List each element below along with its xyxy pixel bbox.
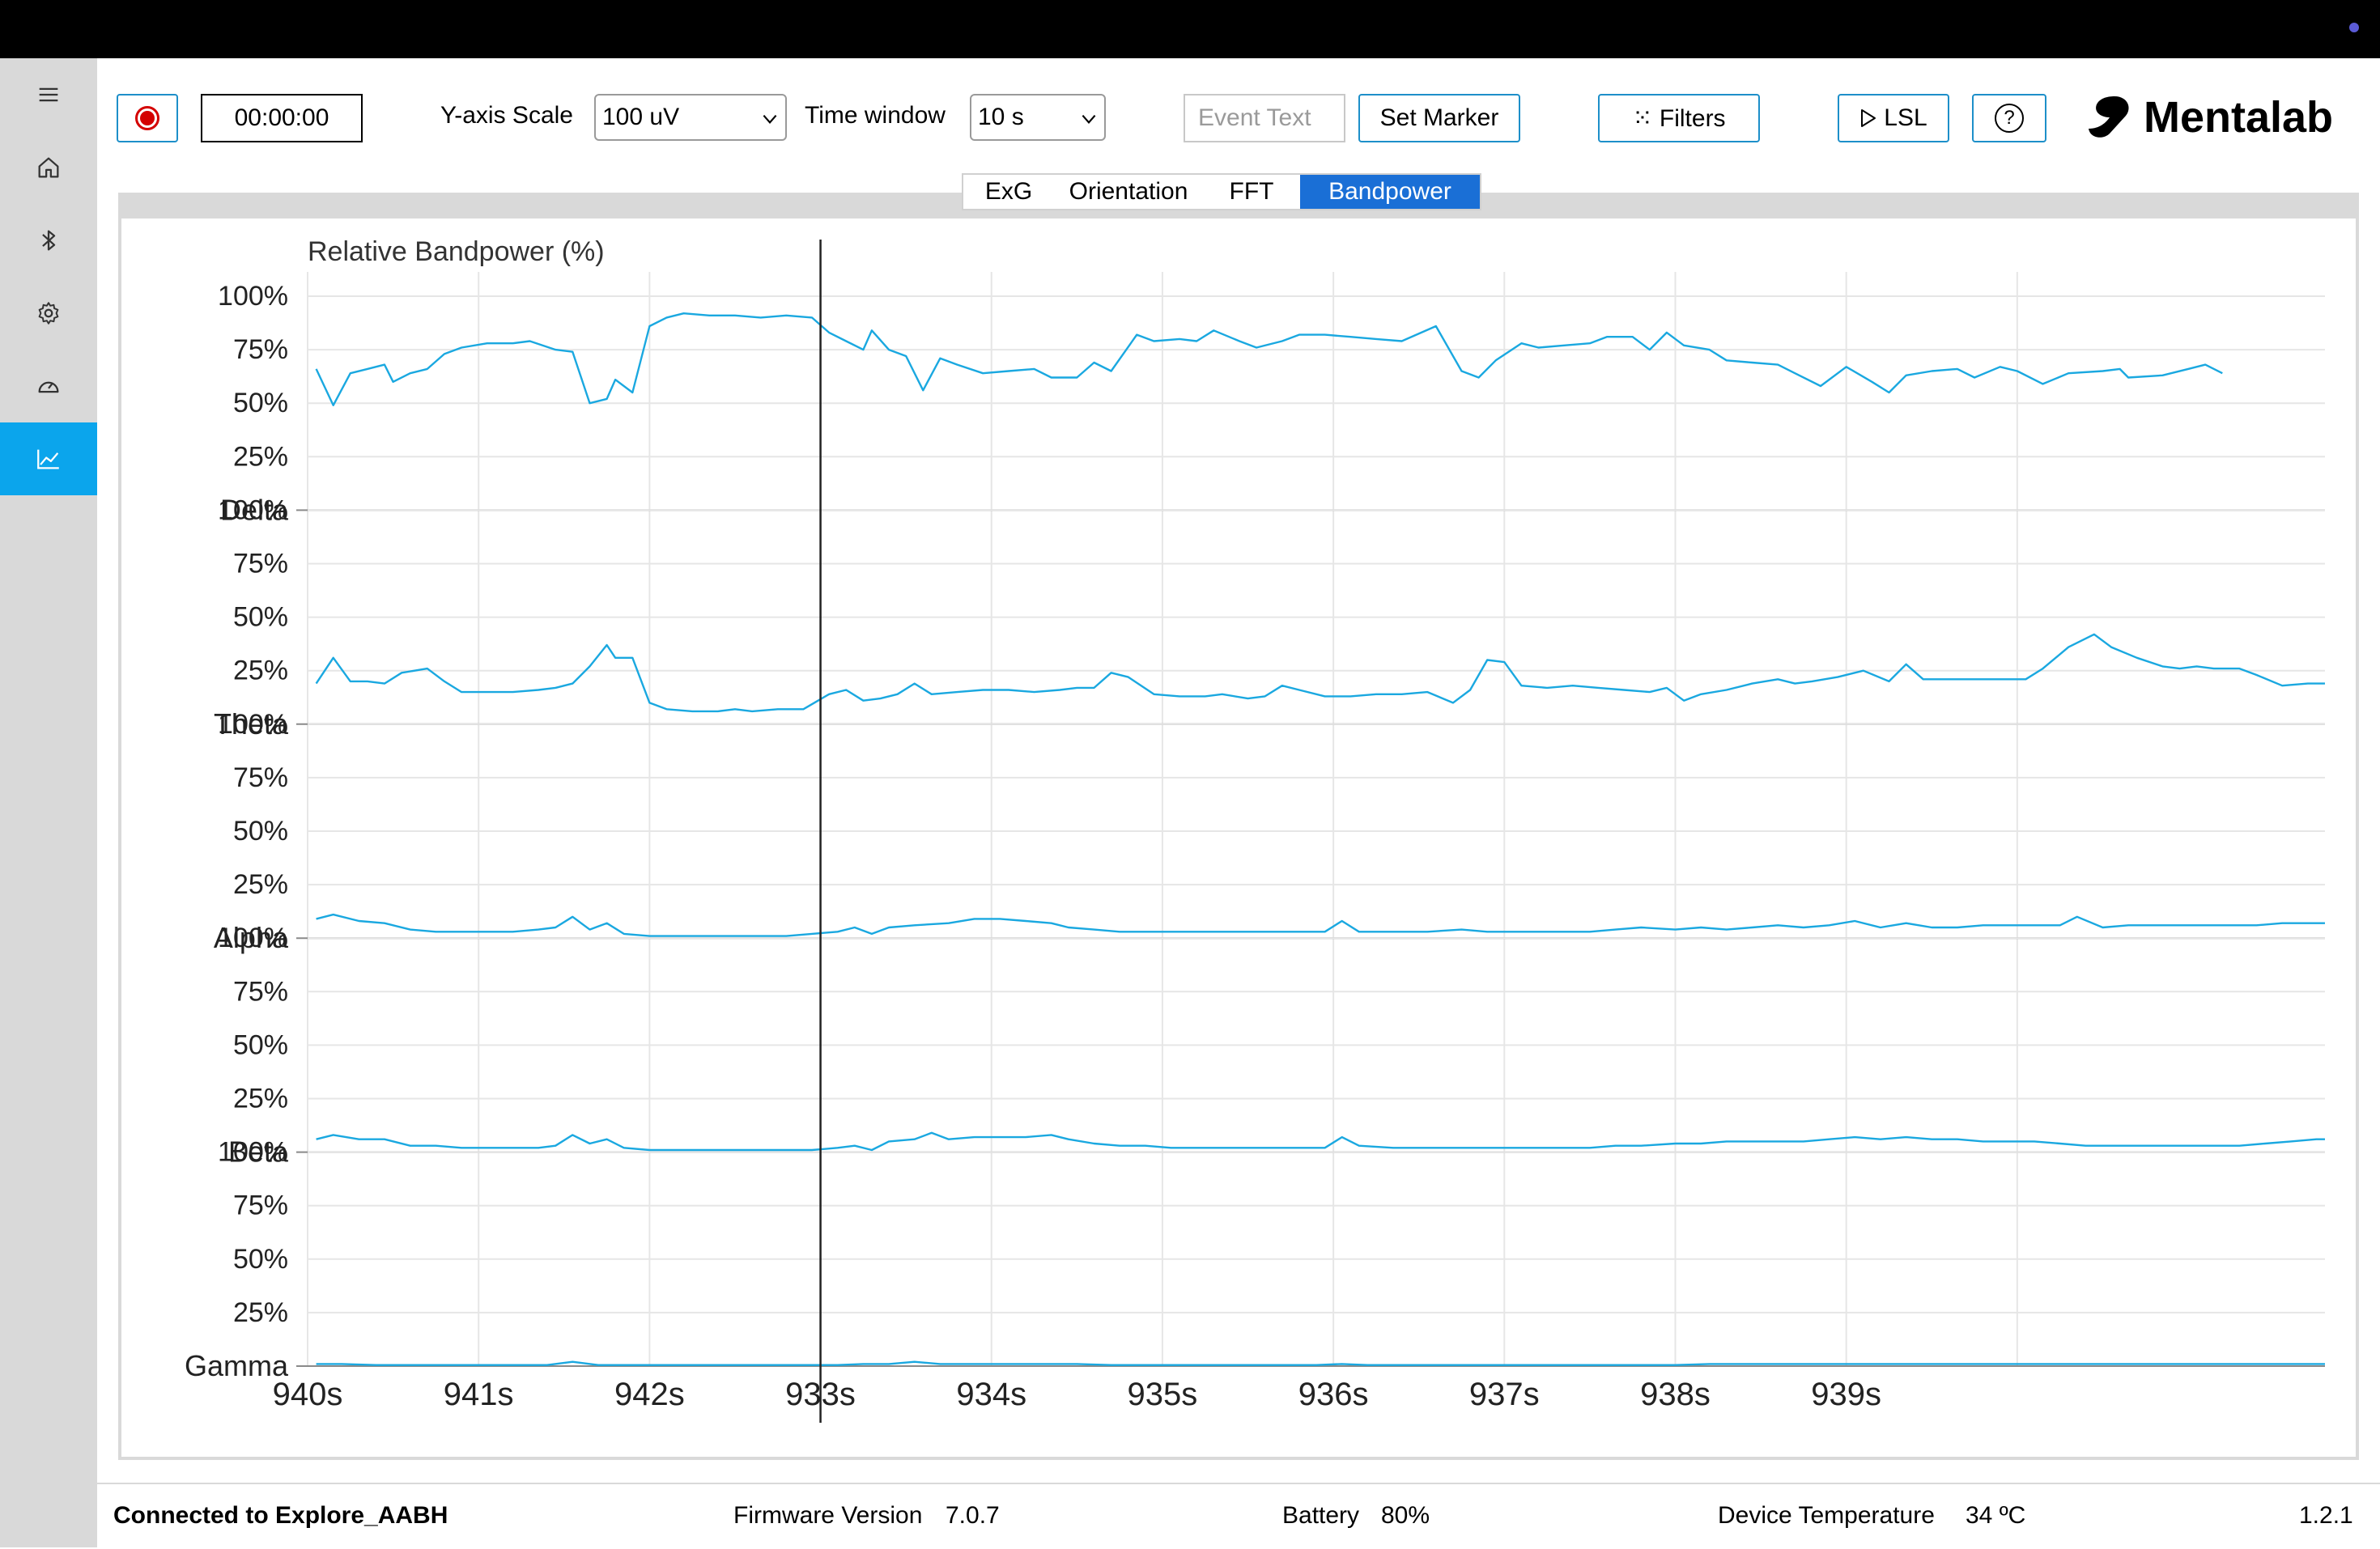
chevron-down-icon [1082, 114, 1096, 124]
brand-logo: Mentalab [2085, 89, 2333, 146]
firmware-label: Firmware Version [733, 1502, 923, 1529]
x-tick-label: 938s [1640, 1377, 1711, 1412]
y-tick-label: 100% [218, 281, 288, 312]
bandpower-chart: 100%75%50%25%Delta100%75%50%25%Theta100%… [185, 236, 2325, 1423]
status-bar: Connected to Explore_AABH Firmware Versi… [97, 1483, 2380, 1549]
y-tick-label: 50% [233, 1244, 288, 1275]
y-tick-label: 25% [233, 869, 288, 900]
band-label: Delta [220, 493, 289, 526]
band-label: Gamma [185, 1349, 289, 1382]
tab-orientation[interactable]: Orientation [1069, 178, 1188, 205]
chart-title: Relative Bandpower (%) [308, 236, 605, 267]
home-icon [38, 157, 59, 178]
y-tick-label: 50% [233, 1029, 288, 1060]
x-tick-label: 936s [1298, 1377, 1369, 1412]
x-tick-label: 937s [1469, 1377, 1540, 1412]
help-button[interactable]: ? [1972, 94, 2046, 142]
device-temperature-value: 34 ºC [1966, 1502, 2026, 1529]
sidebar-item-impedance[interactable] [0, 350, 97, 422]
y-tick-label: 75% [233, 976, 288, 1007]
bluetooth-icon [42, 230, 56, 251]
tab-fft[interactable]: FFT [1229, 178, 1274, 205]
device-temperature-label: Device Temperature [1718, 1502, 1935, 1529]
x-tick-label: 942s [614, 1377, 685, 1412]
x-tick-label: 941s [444, 1377, 514, 1412]
x-tick-label: 934s [956, 1377, 1026, 1412]
y-tick-label: 100% [218, 709, 288, 740]
brand-name: Mentalab [2144, 93, 2334, 142]
band-label: Theta [214, 707, 289, 741]
toolbar: 00:00:00 Y-axis Scale 100 uV Time window… [97, 58, 2380, 178]
y-tick-label: 75% [233, 1190, 288, 1221]
time-window-label: Time window [805, 102, 946, 129]
sidebar-item-home[interactable] [0, 131, 97, 204]
x-tick-label: 939s [1811, 1377, 1881, 1412]
tab-bandpower[interactable]: Bandpower [1300, 175, 1480, 209]
help-label: ? [2004, 107, 2015, 129]
connection-status: Connected to Explore_AABH [113, 1502, 448, 1529]
x-tick-label: 935s [1128, 1377, 1198, 1412]
y-tick-label: 50% [233, 388, 288, 418]
y-tick-label: 75% [233, 762, 288, 793]
help-icon: ? [1995, 104, 2024, 133]
y-tick-label: 100% [218, 923, 288, 953]
y-axis-scale-select[interactable]: 100 uV [594, 94, 787, 141]
record-button[interactable] [117, 94, 178, 142]
indicator-dot-icon [2349, 23, 2359, 32]
play-icon [1861, 109, 1876, 127]
y-tick-label: 100% [218, 1137, 288, 1168]
y-tick-label: 25% [233, 1297, 288, 1328]
record-timer: 00:00:00 [201, 94, 363, 142]
series-line-beta [316, 1131, 2325, 1152]
series-line-gamma [316, 1360, 2325, 1366]
y-tick-label: 75% [233, 334, 288, 365]
menu-icon [39, 87, 58, 102]
lsl-button[interactable]: LSL [1838, 94, 1949, 142]
y-tick-label: 25% [233, 1084, 288, 1114]
gauge-icon [38, 381, 59, 393]
plot-panel: 100% 75% 50% 25% Delta 100% 75% 50% 25% Theta 100%… [118, 193, 2359, 1460]
set-marker-button[interactable]: Set Marker [1358, 94, 1520, 142]
y-tick-label: 50% [233, 602, 288, 633]
view-tabs: ExG Orientation FFT Bandpower [962, 173, 1481, 210]
y-axis-scale-label: Y-axis Scale [440, 102, 573, 129]
time-window-value: 10 s [978, 104, 1024, 130]
y-axis-scale-value: 100 uV [602, 104, 680, 130]
filters-button[interactable]: ⁙ Filters [1598, 94, 1760, 142]
sidebar-item-bluetooth[interactable] [0, 204, 97, 277]
y-tick-label: 100% [218, 494, 288, 525]
y-tick-label: 75% [233, 549, 288, 579]
event-text-input[interactable]: Event Text [1184, 94, 1345, 142]
mentalab-logo-icon [2089, 96, 2129, 138]
series-line-alpha [316, 913, 2325, 937]
series-line-theta [315, 633, 2325, 713]
app-version: 1.2.1 [2299, 1502, 2353, 1529]
gear-icon [38, 302, 59, 325]
sidebar-item-settings[interactable] [0, 277, 97, 350]
window-title-bar [0, 0, 2380, 58]
x-tick-label: 940s [273, 1377, 343, 1412]
time-window-select[interactable]: 10 s [970, 94, 1106, 141]
lsl-label: LSL [1884, 104, 1927, 131]
battery-label: Battery [1282, 1502, 1360, 1529]
tab-exg[interactable]: ExG [984, 178, 1033, 205]
y-tick-label: 50% [233, 816, 288, 847]
y-tick-label: 25% [233, 441, 288, 472]
sidebar-item-visualization[interactable] [0, 422, 97, 495]
battery-value: 80% [1381, 1502, 1430, 1529]
y-tick-label: 25% [233, 656, 288, 686]
sidebar [0, 58, 97, 1547]
chart-icon [37, 449, 59, 469]
record-icon [135, 106, 159, 130]
series-line-delta [315, 312, 2223, 406]
band-label: Alpha [214, 921, 289, 954]
sidebar-item-menu[interactable] [0, 58, 97, 131]
band-label: Beta [228, 1135, 289, 1169]
firmware-value: 7.0.7 [946, 1502, 1000, 1529]
chevron-down-icon [763, 114, 777, 124]
